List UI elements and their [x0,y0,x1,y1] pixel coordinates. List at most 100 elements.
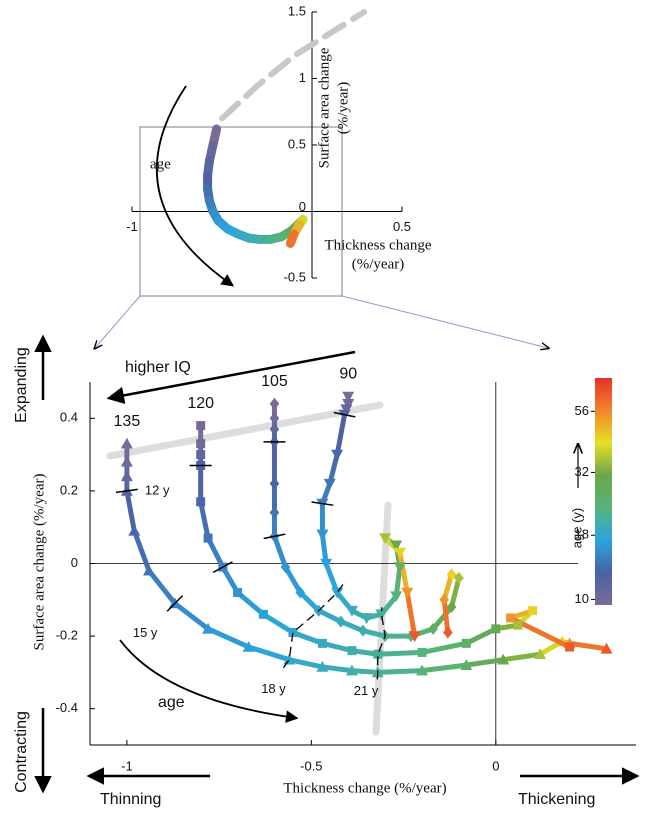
trajectory-segment [419,640,469,655]
x-tick-label: 0 [299,199,306,214]
trajectory-segment [260,611,296,635]
age-tick [166,595,184,612]
trajectory-segment [316,608,344,625]
annotation: age [158,694,185,711]
x-axis-label: Thickness change (%/year) [283,780,446,796]
y-tick-label: 1.5 [288,3,306,18]
age-label: 15 y [133,625,158,640]
marker [446,568,457,581]
age-arrow [156,85,235,287]
trajectory-segment [441,597,451,635]
marker [143,564,156,576]
trajectory-segment [323,561,340,596]
marker [280,561,291,574]
marker [242,640,255,652]
marker [120,470,133,482]
marker [323,478,336,490]
series-label: 120 [187,395,214,412]
marker [331,449,344,461]
x-tick-label: -1 [121,758,133,773]
y-tick-label: 0.5 [288,136,306,151]
trajectory-segment [338,619,366,634]
guide-band [106,401,384,460]
age-label: 12 y [145,482,170,497]
marker [316,660,329,672]
trajectory-segment [567,640,609,652]
marker [120,455,133,467]
marker [196,450,206,460]
y-tick-label: 1 [299,70,306,85]
marker [202,622,215,634]
trajectory-segment [285,229,299,248]
marker [513,620,523,630]
colorbar-label: age (y) [569,508,584,548]
age-tick [263,533,286,540]
annotation: Thinning [100,791,161,808]
marker [360,613,373,624]
marker [345,605,358,617]
marker [196,439,206,449]
trajectory-segment [271,533,289,570]
marker [408,631,421,643]
y-tick-label: -0.2 [56,628,78,643]
age-tick [311,501,334,506]
trajectory-segment [449,575,462,610]
marker [443,626,453,639]
marker [283,653,296,665]
marker [390,591,403,603]
age-label: 21 y [354,683,379,698]
marker [196,497,206,507]
marker [331,587,344,599]
trajectory-segment [430,604,455,632]
marker [340,404,353,416]
marker [534,648,547,660]
trajectory-segment [404,590,418,639]
x-axis-label: (%/year) [352,256,404,272]
series-label: 105 [261,373,288,390]
marker [439,593,449,606]
marker [454,572,464,585]
colorbar-tick-label: 18 [575,527,589,542]
marker [506,613,516,623]
trajectory-segment [286,657,325,670]
x-tick-label: 0.5 [393,219,411,234]
trajectory-segment [319,640,355,654]
age-arrow [119,639,299,723]
trajectory-segment [198,499,211,541]
age-line [376,607,386,680]
marker [269,423,280,436]
marker [295,586,306,599]
marker [393,562,406,574]
trajectory-segment [500,651,543,663]
marker [316,529,329,541]
y-tick-label: -0.4 [56,700,78,715]
marker [491,624,501,634]
marker [497,653,510,665]
zoom-connector [95,295,141,348]
age-label: 18 y [261,681,286,696]
annotation: age [150,156,171,172]
marker [401,587,414,599]
marker [120,437,133,449]
annotation: Contracting [13,711,30,793]
trajectory-segment [319,664,355,674]
zoom-connector [341,295,548,348]
age-line [282,584,344,669]
trajectory-segment [397,550,410,596]
y-tick-label: -0.5 [284,269,306,284]
trajectory-segment [327,452,340,487]
marker [347,646,357,656]
trajectory-segment [463,626,499,646]
marker [600,642,613,654]
trajectory-segment [375,668,425,675]
marker [373,649,383,659]
marker [269,397,280,410]
marker [379,533,392,545]
trajectory-segment [246,644,292,663]
y-tick-label: 0.4 [60,410,78,425]
marker [393,547,406,559]
x-tick-label: -0.5 [300,758,322,773]
colorbar-tick-label: 56 [575,403,589,418]
x-tick-label: -1 [126,219,138,234]
